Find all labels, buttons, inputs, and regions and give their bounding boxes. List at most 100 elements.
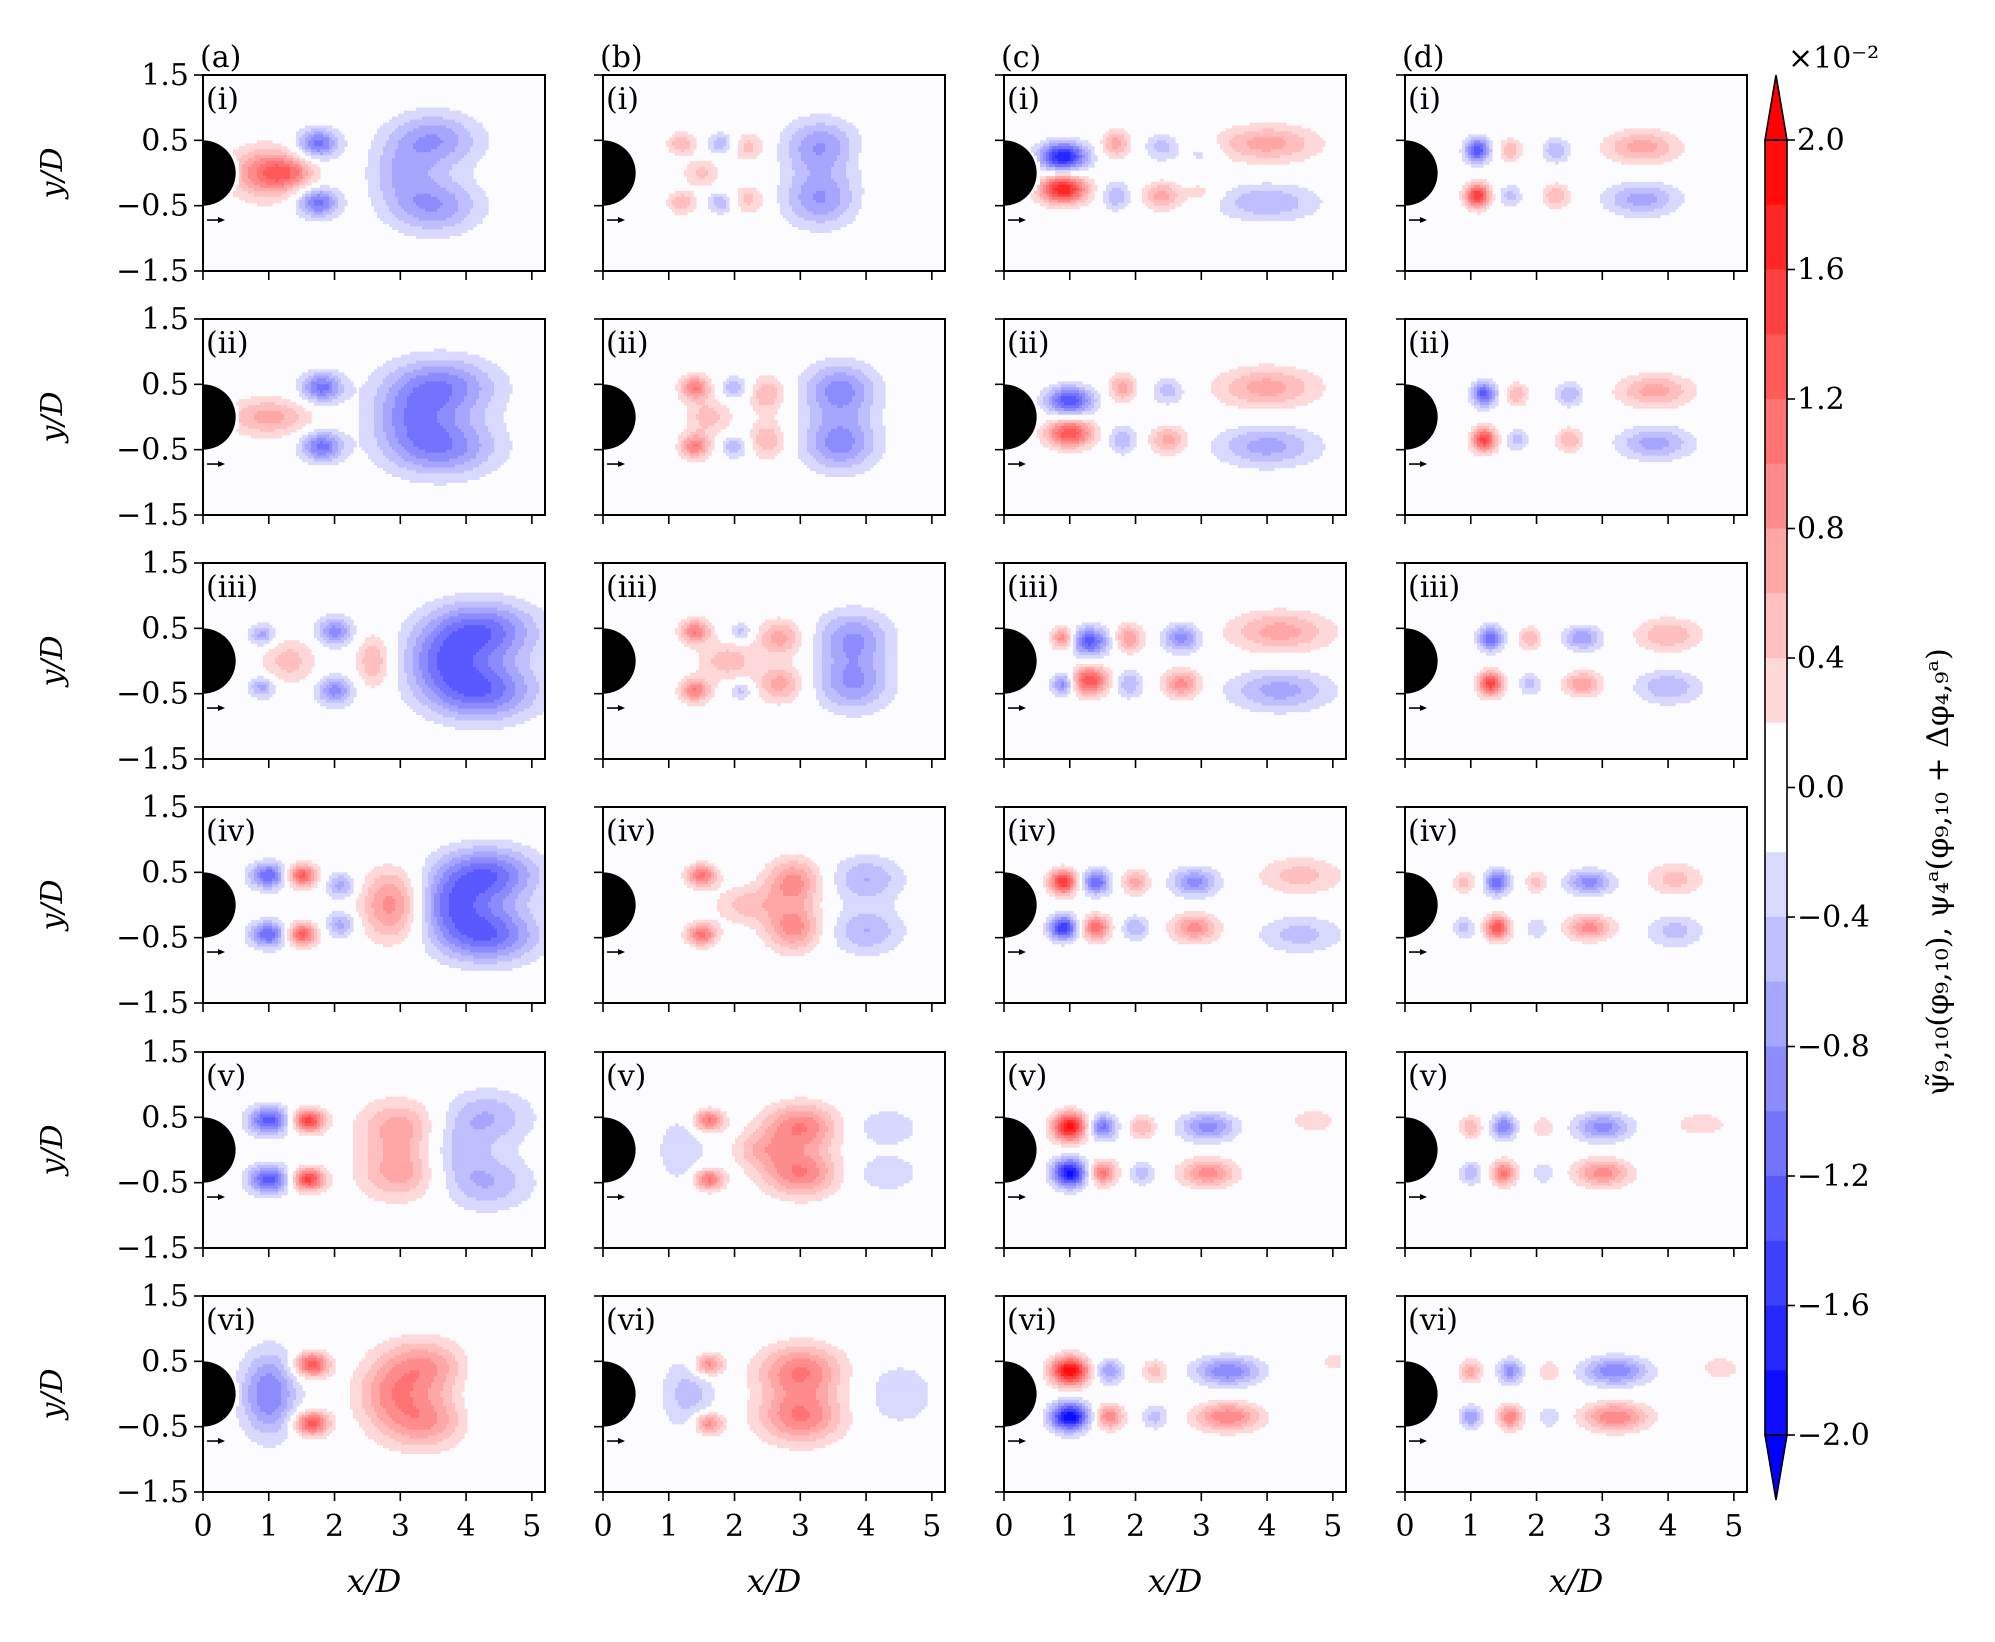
cylinder-shape xyxy=(1004,872,1037,938)
cylinder-shape xyxy=(203,1117,236,1183)
x-tick-label: 4 xyxy=(1659,1509,1678,1544)
panel-background xyxy=(1004,1296,1346,1492)
flow-arrow-head xyxy=(1420,1438,1427,1445)
cylinder-shape xyxy=(203,384,236,450)
panel-a-i: 1.5 0.5 −0.5 −1.5 (i) (a) y/D xyxy=(35,40,546,289)
contour-field xyxy=(1459,128,1685,219)
colorbar-tick-label: 1.2 xyxy=(1797,382,1845,417)
panel-b-i: (i) (b) xyxy=(594,40,946,280)
x-axis-label: x/D xyxy=(1148,1562,1202,1600)
panel-d-ii: (ii) xyxy=(1396,318,1748,524)
flow-arrow-head xyxy=(618,1194,625,1201)
row-label: (iii) xyxy=(606,570,658,605)
panel-c-iii: (iii) xyxy=(995,562,1347,768)
panel-background xyxy=(1004,319,1346,515)
x-tick-label: 4 xyxy=(1258,1509,1277,1544)
flow-arrow-head xyxy=(218,461,225,468)
y-axis-label: y/D xyxy=(35,1368,70,1421)
colorbar-band xyxy=(1765,399,1787,465)
row-label: (ii) xyxy=(1007,326,1050,361)
cylinder-shape xyxy=(1405,1117,1438,1183)
x-tick-label: 4 xyxy=(857,1509,876,1544)
contour-field xyxy=(1459,1352,1736,1437)
panel-d-v: (v) xyxy=(1396,1051,1748,1257)
cylinder-shape xyxy=(203,628,236,694)
flow-arrow-head xyxy=(1420,1194,1427,1201)
colorbar-tick-label: −0.8 xyxy=(1797,1030,1870,1065)
x-tick-label: 5 xyxy=(1724,1509,1743,1544)
y-tick-label: −1.5 xyxy=(116,742,189,777)
flow-arrow-head xyxy=(618,217,625,224)
panel-background xyxy=(1004,563,1346,759)
flow-arrow-head xyxy=(618,705,625,712)
row-label: (vi) xyxy=(1408,1303,1458,1338)
cylinder-shape xyxy=(603,872,636,938)
panel-background xyxy=(1004,807,1346,1003)
panel-b-vi: 0 1 2 3 4 5 (vi) x/D xyxy=(593,1295,946,1600)
panel-background xyxy=(1405,1296,1747,1492)
row-label: (ii) xyxy=(606,326,649,361)
cylinder-shape xyxy=(1004,384,1037,450)
contour-field xyxy=(233,107,489,239)
panel-d-vi: 0 1 2 3 4 5 (vi) x/D xyxy=(1395,1295,1748,1600)
cylinder-shape xyxy=(203,872,236,938)
panel-frame xyxy=(602,74,946,272)
flow-arrow-head xyxy=(1019,461,1026,468)
x-tick-label: 1 xyxy=(1060,1509,1079,1544)
y-tick-label: 1.5 xyxy=(141,1279,189,1314)
contour-field xyxy=(248,592,545,730)
y-tick-label: −0.5 xyxy=(116,1166,189,1201)
colorbar-max-extension xyxy=(1764,74,1788,141)
contour-field xyxy=(675,604,898,719)
panel-a-iii: 1.5 0.5 −0.5 −1.5 (iii) y/D xyxy=(35,546,546,777)
cylinder-shape xyxy=(603,1117,636,1183)
row-label: (iv) xyxy=(1408,814,1458,849)
contour-field xyxy=(245,839,545,971)
cylinder-shape xyxy=(203,1361,236,1427)
x-tick-label: 5 xyxy=(1323,1509,1342,1544)
colorbar-tick-label: −1.2 xyxy=(1797,1159,1870,1194)
colorbar-band xyxy=(1765,463,1787,529)
panel-frame xyxy=(202,1051,546,1249)
row-label: (vi) xyxy=(1007,1303,1057,1338)
x-tick-label: 3 xyxy=(1192,1509,1211,1544)
row-label: (vi) xyxy=(606,1303,656,1338)
row-label: (i) xyxy=(1007,82,1040,117)
flow-arrow-head xyxy=(218,949,225,956)
colorbar-ticks: 2.0 1.6 1.2 0.8 0.4 0.0 −0.4 −0.8 −1.2 −1.6 −2.0 xyxy=(1787,123,1870,1453)
x-tick-label: 1 xyxy=(259,1509,278,1544)
panel-frame xyxy=(1404,1051,1748,1249)
row-label: (ii) xyxy=(1408,326,1451,361)
colorbar: 2.0 1.6 1.2 0.8 0.4 0.0 −0.4 −0.8 −1.2 −1.6 −2.0 ×… xyxy=(1764,41,1956,1501)
y-tick-label: −1.5 xyxy=(116,254,189,289)
colorbar-tick-label: 0.4 xyxy=(1797,641,1845,676)
y-tick-label: 1.5 xyxy=(141,302,189,337)
row-label: (ii) xyxy=(206,326,249,361)
panel-frame xyxy=(1404,806,1748,1004)
colorbar-band xyxy=(1765,334,1787,400)
x-tick-label: 2 xyxy=(1126,1509,1145,1544)
row-label: (vi) xyxy=(206,1303,256,1338)
colorbar-band xyxy=(1765,140,1787,206)
x-axis-label: x/D xyxy=(347,1562,401,1600)
contour-field xyxy=(663,1337,928,1452)
x-axis-label: x/D xyxy=(1549,1562,1603,1600)
row-label: (i) xyxy=(206,82,239,117)
panel-c-ii: (ii) xyxy=(995,318,1347,524)
cylinder-shape xyxy=(1004,1117,1037,1183)
colorbar-band xyxy=(1765,269,1787,335)
colorbar-band xyxy=(1765,593,1787,659)
flow-arrow-head xyxy=(1019,949,1026,956)
contour-field xyxy=(1474,616,1703,707)
flow-arrow-head xyxy=(1019,217,1026,224)
panel-frame xyxy=(1003,318,1347,516)
panel-frame xyxy=(1003,74,1347,272)
panel-frame xyxy=(1404,74,1748,272)
colorbar-label: ψ̃₉,₁₀(φ₉,₁₀), ψ₄ᵃ(φ₉,₁₀ + Δφ₄,₉ᵃ) xyxy=(1921,648,1956,1095)
cylinder-shape xyxy=(1405,872,1438,938)
cylinder-shape xyxy=(603,140,636,206)
contour-field xyxy=(675,357,886,477)
x-axis-label: x/D xyxy=(747,1562,801,1600)
colorbar-band xyxy=(1765,1111,1787,1177)
colorbar-band xyxy=(1765,1370,1787,1436)
